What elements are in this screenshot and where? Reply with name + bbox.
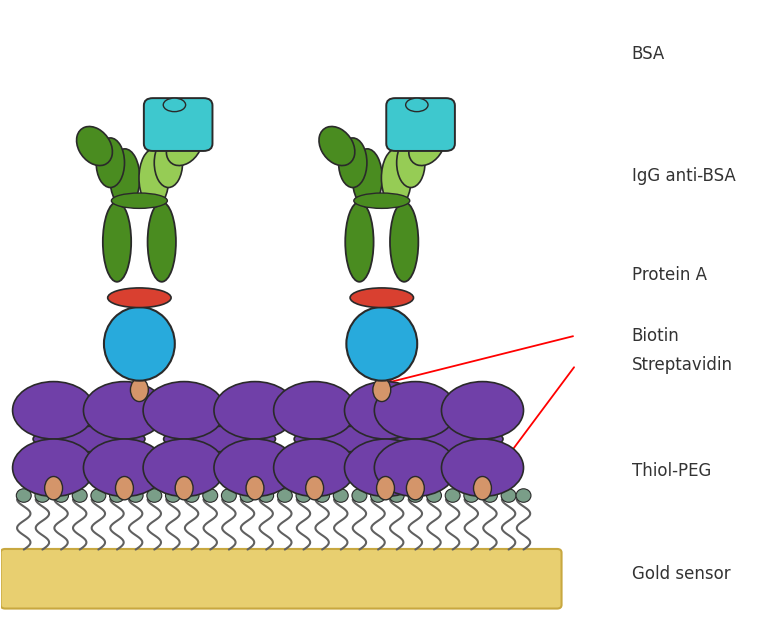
Ellipse shape bbox=[464, 489, 479, 502]
Ellipse shape bbox=[240, 489, 255, 502]
Ellipse shape bbox=[427, 489, 441, 502]
Text: Biotin: Biotin bbox=[632, 326, 680, 344]
Ellipse shape bbox=[381, 149, 411, 207]
Text: Protein A: Protein A bbox=[632, 266, 707, 284]
Ellipse shape bbox=[72, 489, 88, 502]
Ellipse shape bbox=[516, 489, 531, 502]
Ellipse shape bbox=[214, 381, 296, 439]
Ellipse shape bbox=[345, 381, 427, 439]
Ellipse shape bbox=[111, 193, 167, 209]
Ellipse shape bbox=[110, 149, 140, 207]
Ellipse shape bbox=[110, 489, 125, 502]
Ellipse shape bbox=[441, 381, 524, 439]
Ellipse shape bbox=[409, 126, 444, 165]
FancyBboxPatch shape bbox=[387, 98, 455, 151]
Ellipse shape bbox=[84, 381, 165, 439]
Ellipse shape bbox=[13, 381, 94, 439]
Ellipse shape bbox=[482, 489, 498, 502]
Ellipse shape bbox=[445, 489, 460, 502]
Ellipse shape bbox=[390, 202, 419, 282]
Ellipse shape bbox=[374, 381, 457, 439]
Text: IgG anti-BSA: IgG anti-BSA bbox=[632, 167, 735, 186]
Text: Thiol-PEG: Thiol-PEG bbox=[632, 462, 711, 480]
Ellipse shape bbox=[346, 307, 417, 381]
Ellipse shape bbox=[319, 126, 355, 165]
Ellipse shape bbox=[345, 439, 427, 497]
Ellipse shape bbox=[164, 426, 275, 452]
Ellipse shape bbox=[259, 489, 274, 502]
Ellipse shape bbox=[406, 98, 428, 112]
Ellipse shape bbox=[184, 489, 199, 502]
Ellipse shape bbox=[96, 138, 125, 188]
Ellipse shape bbox=[373, 378, 390, 402]
Ellipse shape bbox=[13, 439, 94, 497]
Ellipse shape bbox=[389, 489, 404, 502]
Ellipse shape bbox=[501, 489, 516, 502]
Ellipse shape bbox=[377, 476, 394, 500]
Ellipse shape bbox=[314, 489, 330, 502]
Ellipse shape bbox=[396, 138, 425, 188]
Ellipse shape bbox=[103, 202, 131, 282]
Ellipse shape bbox=[221, 489, 237, 502]
Text: Gold sensor: Gold sensor bbox=[632, 565, 731, 583]
Ellipse shape bbox=[371, 489, 386, 502]
Ellipse shape bbox=[116, 476, 133, 500]
FancyBboxPatch shape bbox=[1, 549, 562, 608]
Ellipse shape bbox=[91, 489, 106, 502]
Ellipse shape bbox=[306, 476, 323, 500]
Ellipse shape bbox=[164, 98, 186, 112]
Ellipse shape bbox=[408, 489, 423, 502]
Ellipse shape bbox=[165, 489, 180, 502]
FancyBboxPatch shape bbox=[144, 98, 212, 151]
Ellipse shape bbox=[45, 476, 62, 500]
Ellipse shape bbox=[354, 193, 409, 209]
Ellipse shape bbox=[143, 381, 225, 439]
Ellipse shape bbox=[333, 489, 349, 502]
Ellipse shape bbox=[167, 126, 202, 165]
Ellipse shape bbox=[202, 489, 218, 502]
Ellipse shape bbox=[148, 202, 176, 282]
Ellipse shape bbox=[143, 439, 225, 497]
Ellipse shape bbox=[296, 489, 311, 502]
Ellipse shape bbox=[128, 489, 143, 502]
Ellipse shape bbox=[175, 476, 193, 500]
Ellipse shape bbox=[53, 489, 68, 502]
Ellipse shape bbox=[277, 489, 292, 502]
Ellipse shape bbox=[16, 489, 31, 502]
Ellipse shape bbox=[139, 149, 169, 207]
Ellipse shape bbox=[107, 288, 171, 308]
Ellipse shape bbox=[352, 489, 367, 502]
Ellipse shape bbox=[339, 138, 367, 188]
Ellipse shape bbox=[33, 426, 145, 452]
Ellipse shape bbox=[35, 489, 50, 502]
Ellipse shape bbox=[352, 149, 382, 207]
Ellipse shape bbox=[154, 138, 183, 188]
Ellipse shape bbox=[84, 439, 165, 497]
Ellipse shape bbox=[395, 426, 503, 452]
Ellipse shape bbox=[441, 439, 524, 497]
Ellipse shape bbox=[130, 378, 148, 402]
Ellipse shape bbox=[147, 489, 162, 502]
Ellipse shape bbox=[274, 439, 355, 497]
Ellipse shape bbox=[104, 307, 175, 381]
Ellipse shape bbox=[274, 381, 355, 439]
Text: BSA: BSA bbox=[632, 44, 665, 62]
Ellipse shape bbox=[345, 202, 374, 282]
Ellipse shape bbox=[214, 439, 296, 497]
Ellipse shape bbox=[473, 476, 492, 500]
Ellipse shape bbox=[295, 426, 406, 452]
Text: Streptavidin: Streptavidin bbox=[632, 356, 733, 374]
Ellipse shape bbox=[77, 126, 113, 165]
Ellipse shape bbox=[246, 476, 264, 500]
Ellipse shape bbox=[350, 288, 413, 308]
Ellipse shape bbox=[406, 476, 425, 500]
Ellipse shape bbox=[374, 439, 457, 497]
